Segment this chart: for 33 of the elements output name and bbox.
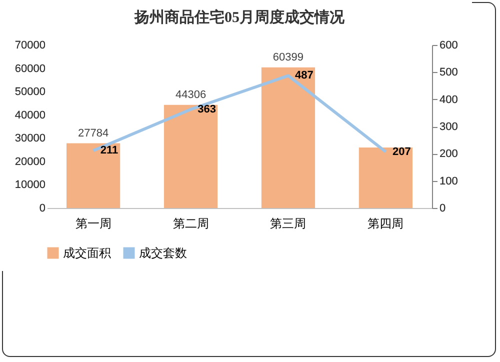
y-tick-label: 0 — [39, 202, 46, 214]
y-tick-label: 20000 — [14, 156, 46, 168]
data-label: 207 — [392, 146, 411, 158]
bar — [66, 143, 120, 208]
y-tick-label: 40000 — [14, 109, 46, 122]
x-tick-label: 第一周 — [75, 216, 112, 230]
data-label: 44306 — [175, 88, 206, 101]
x-tick-label: 第三周 — [270, 216, 306, 230]
y2-tick-label: 100 — [440, 175, 458, 188]
x-tick-label: 第二周 — [172, 216, 209, 230]
legend-label: 成交面积 — [63, 246, 111, 260]
bar — [164, 104, 218, 208]
data-label: 60399 — [272, 51, 304, 64]
chart-title: 扬州商品住宅05月周度成交情况 — [134, 8, 346, 26]
y2-tick-label: 500 — [440, 66, 458, 79]
y2-tick-label: 400 — [440, 94, 458, 106]
y2-tick-label: 200 — [440, 148, 458, 160]
x-tick-label: 第四周 — [368, 216, 404, 230]
y2-tick-label: 0 — [440, 202, 446, 214]
y2-tick-label: 600 — [440, 40, 458, 52]
y-tick-label: 10000 — [14, 179, 46, 192]
y-tick-label: 30000 — [14, 132, 46, 145]
y2-tick-label: 300 — [440, 121, 458, 133]
y-tick-label: 50000 — [14, 86, 46, 98]
data-label: 487 — [295, 70, 314, 82]
data-label: 27784 — [78, 127, 109, 140]
data-label: 363 — [198, 103, 216, 116]
bar — [261, 67, 316, 208]
y-tick-label: 70000 — [14, 40, 46, 52]
y-tick-label: 60000 — [14, 62, 46, 75]
legend-label: 成交套数 — [139, 246, 187, 260]
data-label: 211 — [100, 144, 118, 157]
bar — [358, 147, 413, 208]
